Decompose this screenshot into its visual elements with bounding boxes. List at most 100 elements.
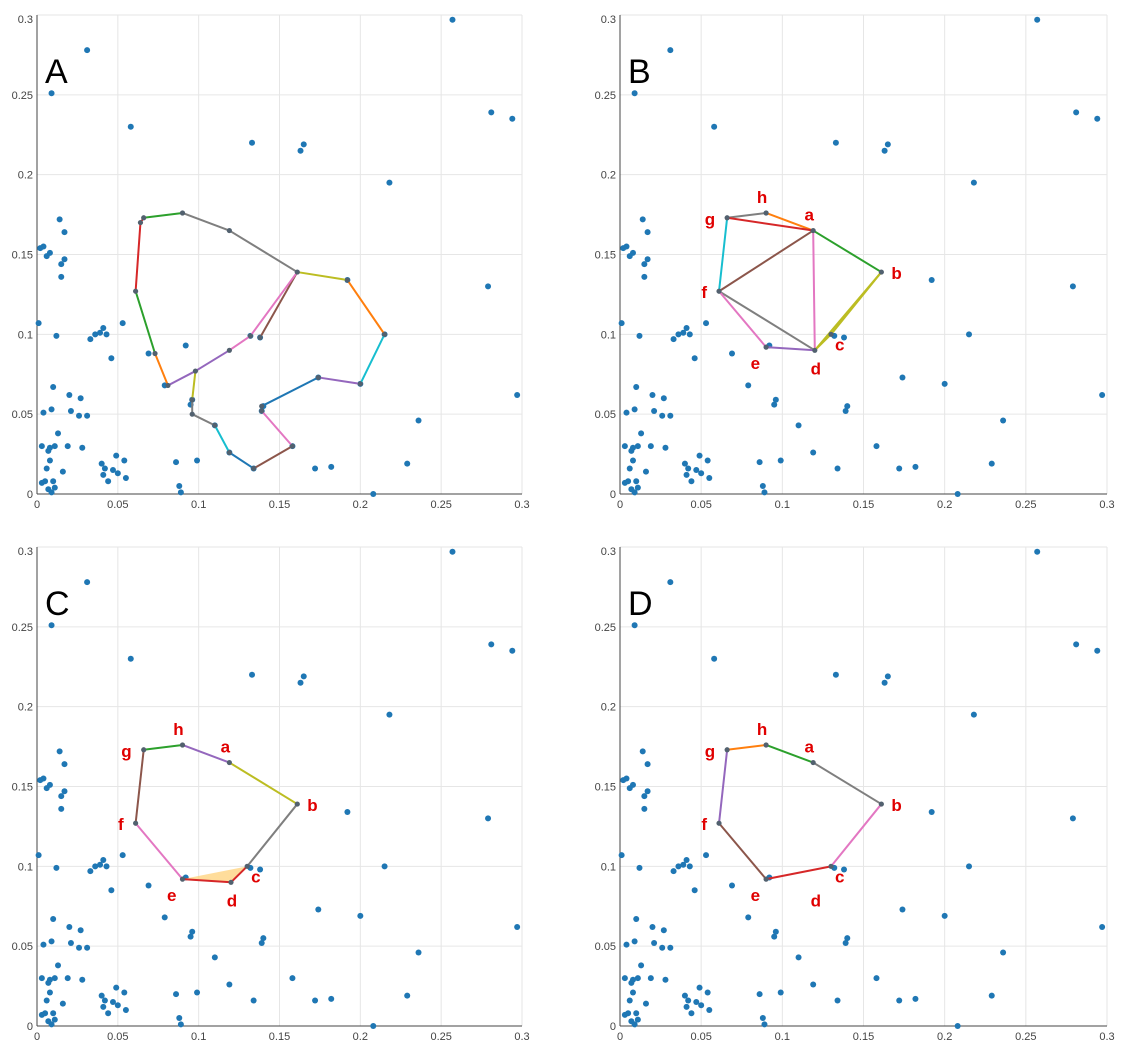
scatter-point — [122, 1007, 129, 1014]
scatter-point — [641, 273, 648, 280]
edge-segment — [718, 290, 768, 349]
edge-segment — [346, 279, 386, 336]
scatter-point — [56, 748, 63, 755]
panel-b: 0 0.05 0.1 0.15 0.2 0.25 0.3 0 0.05 0.1 0.15 0.2 0.2… — [595, 14, 1115, 511]
x-tick-label: 0 — [34, 499, 40, 511]
vertex-point — [294, 801, 300, 807]
scatter-point — [693, 467, 700, 474]
scatter-point — [761, 489, 768, 496]
scatter-point — [100, 1003, 107, 1010]
scatter-point — [449, 548, 456, 555]
edge-segment — [181, 743, 231, 764]
vertex-label-g: g — [121, 742, 131, 761]
scatter-point — [691, 887, 698, 894]
scatter-point — [844, 935, 851, 942]
scatter-point — [226, 981, 233, 988]
scatter-point — [84, 47, 91, 54]
scatter-point — [631, 622, 638, 629]
scatter-point — [108, 355, 115, 362]
scatter-point — [621, 443, 628, 450]
panel-label: B — [628, 53, 651, 91]
vertex-point — [257, 334, 263, 341]
vertex-point — [289, 443, 296, 449]
scatter-point — [667, 47, 674, 54]
vertex-point — [133, 820, 139, 826]
scatter-point — [312, 465, 319, 472]
scatter-point — [633, 478, 640, 485]
y-tick-label: 0.2 — [18, 702, 33, 714]
scatter-point — [42, 1010, 49, 1017]
scatter-point — [896, 465, 903, 472]
scatter-point — [300, 673, 307, 680]
edge-segment — [813, 333, 833, 352]
scatter-point — [623, 409, 630, 416]
scatter-point — [832, 671, 839, 678]
vertex-point — [381, 331, 388, 337]
scatter-point — [686, 863, 693, 870]
scatter-point — [46, 457, 53, 464]
edge-segment — [726, 743, 768, 751]
scatter-point — [105, 1010, 112, 1017]
scatter-point — [103, 331, 110, 338]
scatter-point — [631, 1021, 638, 1028]
scatter-point — [46, 249, 53, 256]
scatter-point — [691, 355, 698, 362]
x-tick-label: 0.2 — [937, 1031, 952, 1043]
scatter-point — [642, 468, 649, 475]
scatter-point — [249, 671, 256, 678]
x-tick-label: 0.05 — [690, 499, 711, 511]
y-tick-label: 0.1 — [601, 329, 616, 341]
scatter-point — [119, 320, 126, 327]
scatter-point — [941, 912, 948, 919]
x-tick-label: 0 — [34, 1031, 40, 1043]
edge-segment — [830, 271, 883, 336]
x-tick-label: 0.1 — [191, 499, 206, 511]
y-tick-label: 0.15 — [595, 782, 616, 794]
scatter-point — [693, 999, 700, 1006]
scatter-point — [51, 484, 58, 491]
scatter-point — [759, 483, 766, 490]
x-tick-label: 0.05 — [107, 1031, 128, 1043]
vertex-point — [189, 411, 195, 417]
y-tick-label: 0.15 — [12, 782, 33, 794]
scatter-point — [634, 443, 641, 450]
scatter-point — [38, 443, 45, 450]
vertex-point — [315, 374, 321, 381]
scatter-point — [370, 491, 377, 497]
scatter-point — [966, 863, 973, 870]
scatter-point — [485, 815, 492, 822]
edge-segment — [718, 290, 816, 352]
scatter-point — [662, 444, 669, 451]
edge-segment — [194, 349, 231, 373]
scatter-point — [381, 863, 388, 870]
scatter-point — [1000, 949, 1007, 956]
scatter-point — [66, 924, 73, 931]
scatter-point — [344, 809, 351, 816]
edge-segment — [830, 803, 883, 868]
scatter-point — [647, 443, 654, 450]
scatter-point — [873, 975, 880, 982]
scatter-point — [182, 342, 189, 349]
scatter-point — [631, 938, 638, 945]
scatter-point — [48, 489, 55, 496]
scatter-point — [670, 868, 677, 875]
edge-segment — [812, 229, 883, 274]
scatter-point — [1099, 924, 1106, 931]
edge-segment — [765, 211, 815, 232]
edge-segment — [726, 211, 768, 219]
vertex-point — [226, 227, 232, 234]
scatter-point — [161, 914, 168, 921]
y-tick-label: 0.3 — [601, 14, 616, 26]
scatter-point — [641, 805, 648, 812]
scatter-point — [686, 331, 693, 338]
scatter-point — [514, 924, 521, 931]
edge-segment — [134, 748, 145, 825]
edge-segment — [252, 445, 294, 470]
scatter-point — [127, 655, 134, 662]
scatter-point — [48, 622, 55, 629]
scatter-point — [53, 864, 60, 871]
scatter-point — [629, 976, 636, 983]
edge-segment — [154, 352, 169, 387]
scatter-point — [50, 478, 57, 485]
scatter-point — [43, 465, 50, 472]
